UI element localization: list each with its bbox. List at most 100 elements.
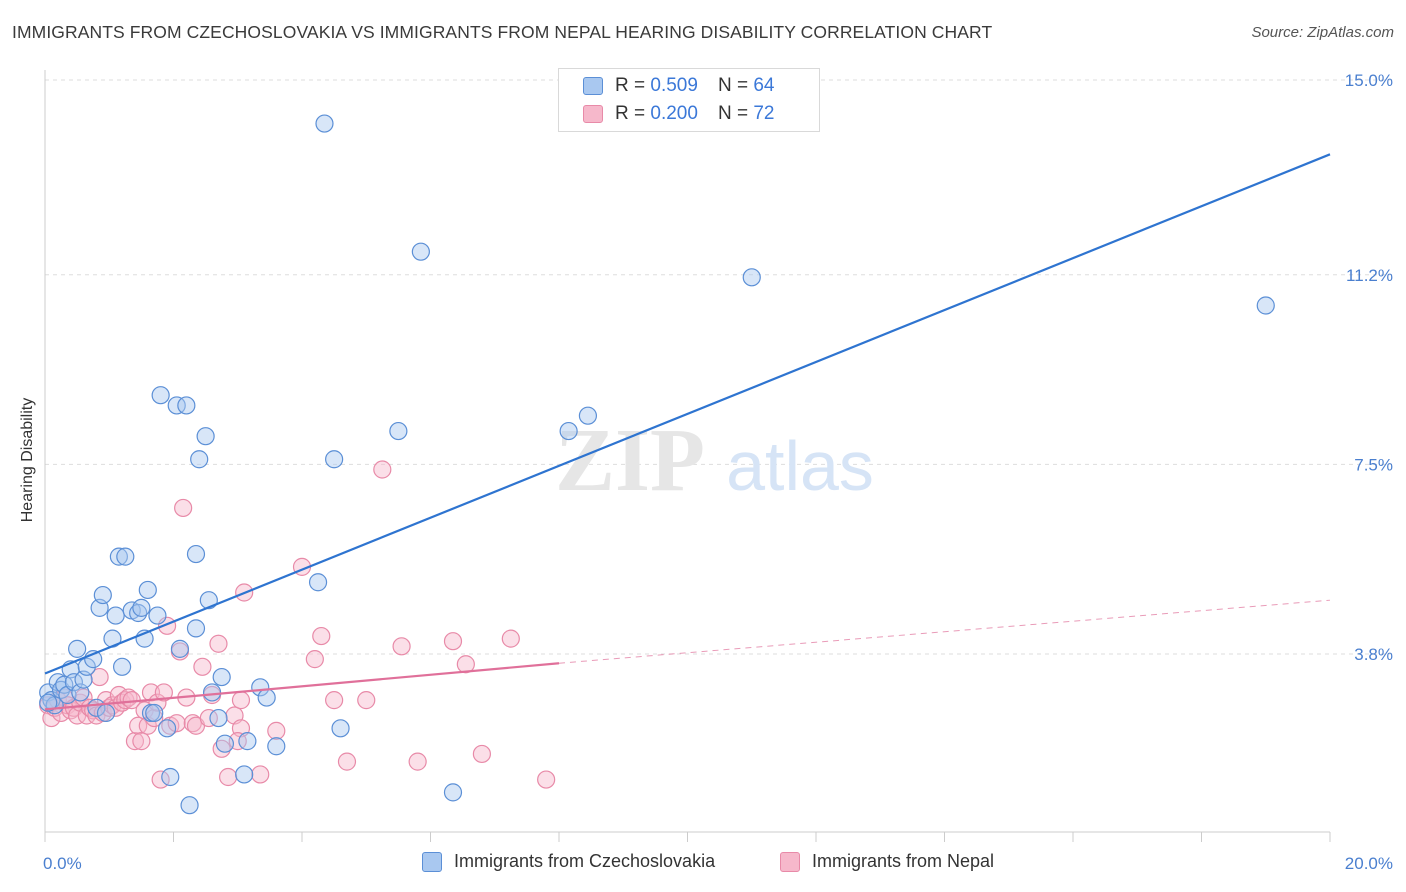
n-label: N = (717, 103, 749, 124)
series-legend: Immigrants from Czechoslovakia Immigrant… (0, 851, 1406, 879)
x-tick-label: 0.0% (43, 854, 82, 873)
nepal-point (537, 770, 556, 789)
czechoslovakia-point (331, 719, 350, 738)
czechoslovakia-point (578, 406, 598, 425)
czechoslovakia-point (202, 683, 222, 702)
nepal-point (456, 655, 475, 674)
trend-lines (44, 153, 1331, 711)
czechoslovakia-point (325, 450, 344, 469)
czechoslovakia-point (167, 396, 186, 415)
legend-swatch-pink (583, 105, 603, 123)
nepal-point (193, 657, 212, 676)
nepal-point (129, 716, 148, 735)
legend-swatch-blue (583, 77, 603, 95)
czechoslovakia-point (109, 547, 128, 566)
nepal-point (231, 691, 251, 710)
nepal-point (392, 637, 411, 656)
czechoslovakia-point (96, 703, 116, 723)
czechoslovakia-point (443, 783, 463, 802)
nepal-point (357, 691, 376, 710)
watermark-atlas: atlas (726, 427, 874, 505)
legend-label: Immigrants from Czechoslovakia (454, 851, 716, 871)
nepal-point (373, 460, 392, 479)
legend-item-czechoslovakia: Immigrants from Czechoslovakia (422, 851, 715, 872)
czechoslovakia-point (170, 639, 190, 658)
source-label: Source: ZipAtlas.com (1251, 24, 1394, 41)
nepal-point (251, 765, 270, 784)
nepal-point (267, 721, 286, 740)
n-label: N = (717, 75, 749, 96)
r-label: R = (615, 103, 646, 124)
legend-row-czechoslovakia: R = 0.509 N = 64 (583, 74, 774, 98)
czechoslovakia-point (238, 732, 257, 751)
correlation-legend: R = 0.509 N = 64 R = 0.200 N = 72 (558, 68, 820, 132)
czechoslovakia-point (138, 580, 157, 600)
czechoslovakia-point (132, 598, 151, 617)
nepal-trend-line (44, 662, 560, 711)
nepal-point (501, 629, 520, 648)
r-value: 0.509 (650, 75, 698, 96)
nepal-point (472, 744, 491, 764)
y-tick-label: 11.2% (1346, 266, 1393, 285)
czechoslovakia-point (251, 678, 270, 697)
gridlines (45, 79, 1392, 655)
czechoslovakia-point (145, 703, 164, 723)
nepal-point (408, 752, 427, 771)
czechoslovakia-point (742, 268, 761, 287)
czechoslovakia-point (180, 796, 199, 815)
r-label: R = (615, 75, 646, 96)
czechoslovakia-point (106, 606, 125, 625)
czechoslovakia-point (177, 396, 196, 415)
czechoslovakia-point (68, 639, 87, 658)
watermark-zip: ZIP (555, 411, 705, 510)
nepal-point (443, 632, 463, 651)
nepal-point (212, 739, 231, 758)
czechoslovakia-point (308, 573, 328, 592)
czechoslovakia-point (129, 603, 148, 623)
czechoslovakia-point (196, 427, 215, 446)
nepal-point (305, 650, 324, 669)
czechoslovakia-point (315, 114, 334, 133)
czechoslovakia-trend-line (44, 153, 1331, 675)
r-value: 0.200 (650, 103, 698, 124)
czechoslovakia-point (411, 242, 430, 261)
nepal-point (325, 691, 344, 710)
nepal-point (174, 498, 193, 518)
czechoslovakia-point (157, 719, 177, 738)
legend-swatch-blue (422, 851, 442, 872)
czechoslovakia-point (112, 657, 132, 676)
czechoslovakia-point (186, 544, 206, 564)
nepal-point (125, 732, 145, 751)
tick-labels: 3.8% 7.5% 11.2% 15.0% 0.0% 20.0% (43, 71, 1393, 873)
czechoslovakia-point (235, 765, 254, 784)
y-tick-label: 15.0% (1345, 71, 1393, 90)
y-tick-label: 7.5% (1354, 455, 1393, 474)
czechoslovakia-point (93, 585, 112, 605)
nepal-point (312, 626, 331, 646)
legend-row-nepal: R = 0.200 N = 72 (583, 102, 774, 126)
czechoslovakia-point (389, 421, 408, 441)
nepal-point (154, 683, 173, 702)
czechoslovakia-point (209, 708, 228, 728)
czechoslovakia-point (257, 688, 276, 707)
x-tick-label: 20.0% (1345, 854, 1393, 873)
chart-title: IMMIGRANTS FROM CZECHOSLOVAKIA VS IMMIGR… (12, 22, 993, 42)
nepal-point (209, 634, 228, 653)
n-value: 72 (753, 103, 775, 124)
nepal-point (199, 708, 218, 728)
czechoslovakia-point (151, 386, 170, 405)
czechoslovakia-point (1256, 296, 1275, 315)
czechoslovakia-point (39, 693, 58, 712)
watermark: ZIP atlas (555, 411, 874, 510)
czechoslovakia-point (267, 737, 286, 756)
nepal-point (219, 767, 238, 787)
czechoslovakia-point (212, 667, 231, 687)
nepal-point (167, 714, 186, 733)
czechoslovakia-point (148, 606, 167, 625)
czechoslovakia-point (190, 450, 209, 469)
legend-label: Immigrants from Nepal (812, 851, 995, 871)
czechoslovakia-points (39, 114, 1275, 815)
nepal-point (145, 708, 164, 728)
nepal-trend-extension (558, 599, 1331, 664)
